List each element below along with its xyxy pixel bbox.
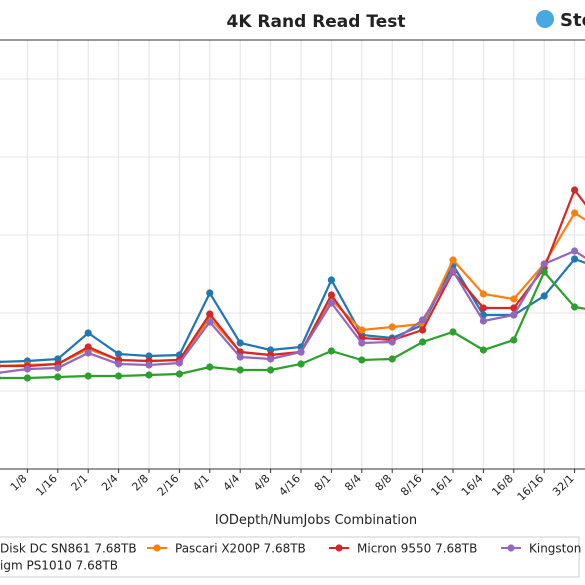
point [510, 304, 518, 312]
point [479, 290, 487, 298]
point [388, 323, 396, 331]
point [175, 370, 183, 378]
point [206, 363, 214, 371]
point [115, 350, 123, 358]
point [175, 359, 183, 367]
x-axis-label: IODepth/NumJobs Combination [215, 513, 417, 528]
point [236, 339, 244, 347]
point [358, 326, 366, 334]
point [84, 349, 92, 357]
point [419, 338, 427, 346]
point [145, 371, 153, 379]
x-tick-label: 4/8 [251, 472, 273, 494]
point [236, 353, 244, 361]
legend-label: Kingston [529, 542, 581, 556]
point [84, 343, 92, 351]
legend-marker [153, 544, 161, 552]
point [267, 355, 275, 363]
point [0, 360, 1, 364]
point [510, 311, 518, 319]
x-tick-label: 4/4 [221, 472, 243, 494]
point [206, 289, 214, 297]
point [540, 260, 548, 268]
point [115, 372, 123, 380]
point [236, 366, 244, 374]
point [510, 295, 518, 303]
point [540, 268, 548, 276]
point [449, 267, 457, 275]
point [358, 339, 366, 347]
point [327, 276, 335, 284]
point [267, 346, 275, 354]
x-tick-label: 4/1 [190, 472, 212, 494]
point [571, 186, 579, 194]
legend-label: igm PS1010 7.68TB [0, 559, 118, 573]
point [267, 366, 275, 374]
x-tick-label: 2/1 [69, 472, 91, 494]
x-tick-label: 16/4 [459, 472, 486, 499]
legend-label: Micron 9550 7.68TB [357, 542, 477, 556]
point [388, 355, 396, 363]
point [84, 372, 92, 380]
point [479, 317, 487, 325]
x-tick-label: 8/1 [312, 472, 334, 494]
x-tick-label: 8/16 [398, 472, 425, 499]
point [115, 360, 123, 368]
legend-label: Disk DC SN861 7.68TB [0, 542, 137, 556]
point [145, 352, 153, 360]
legend-marker [335, 544, 343, 552]
point [0, 364, 1, 368]
x-tick-label: 2/8 [129, 472, 151, 494]
legend-marker [507, 544, 515, 552]
x-tick-label: 16/16 [515, 472, 547, 504]
point [571, 247, 579, 255]
point [327, 347, 335, 355]
point [510, 336, 518, 344]
point [0, 376, 1, 380]
point [327, 291, 335, 299]
x-tick-label: 2/16 [155, 472, 182, 499]
x-tick-label: 1/16 [33, 472, 60, 499]
point [571, 303, 579, 311]
point [54, 355, 62, 363]
x-tick-label: 32/1 [550, 472, 577, 499]
point [0, 371, 1, 375]
point [419, 316, 427, 324]
point [358, 356, 366, 364]
point [571, 255, 579, 263]
point [449, 256, 457, 264]
point [297, 348, 305, 356]
x-tick-label: 4/16 [276, 472, 303, 499]
point [479, 346, 487, 354]
legend-box [0, 536, 580, 578]
point [54, 364, 62, 372]
logo-icon [536, 10, 554, 28]
x-tick-label: 16/1 [428, 472, 455, 499]
point [479, 304, 487, 312]
point [54, 373, 62, 381]
point [206, 310, 214, 318]
x-tick-label: 8/4 [342, 472, 364, 494]
point [388, 338, 396, 346]
chart-title: 4K Rand Read Test [227, 12, 406, 32]
point [297, 360, 305, 368]
point [419, 326, 427, 334]
logo: Sto [560, 10, 585, 31]
point [540, 292, 548, 300]
x-tick-label: 16/8 [489, 472, 516, 499]
legend-label: Pascari X200P 7.68TB [175, 542, 306, 556]
point [206, 318, 214, 326]
point [571, 209, 579, 217]
x-tick-label: 1/8 [8, 472, 30, 494]
x-tick-label: 8/8 [373, 472, 395, 494]
point [145, 361, 153, 369]
point [327, 299, 335, 307]
x-tick-label: 2/4 [99, 472, 121, 494]
point [23, 374, 31, 382]
point [449, 328, 457, 336]
point [84, 329, 92, 337]
point [23, 365, 31, 373]
